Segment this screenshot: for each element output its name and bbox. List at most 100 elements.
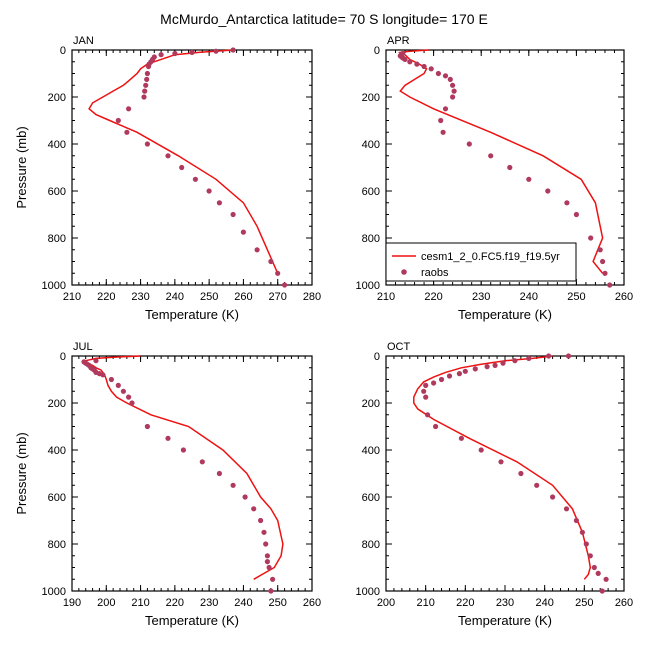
panel-oct: 200 210 220 230 240 250 260 0 200 400 600 800 1000 OC…: [356, 341, 634, 628]
y-tick-label: 1000: [42, 586, 66, 598]
raobs-point: [423, 382, 429, 388]
raobs-point: [213, 48, 219, 54]
x-tick-label: 200: [97, 597, 115, 609]
raobs-point: [599, 588, 605, 594]
model-profile-line: [84, 355, 284, 580]
panel-label: APR: [387, 35, 410, 47]
x-axis-title: Temperature (K): [145, 307, 239, 322]
raobs-point: [583, 541, 589, 547]
x-tick-label: 220: [424, 291, 442, 303]
raobs-point: [144, 76, 150, 82]
x-tick-label: 260: [234, 291, 252, 303]
raobs-point: [129, 400, 135, 406]
legend-obs-label: raobs: [421, 267, 449, 279]
raobs-point: [189, 49, 195, 56]
raobs-point: [230, 47, 236, 53]
raobs-point: [472, 366, 478, 372]
raobs-point: [498, 459, 504, 465]
y-tick-label: 600: [362, 492, 380, 504]
raobs-point: [447, 76, 453, 82]
raobs-point: [602, 270, 608, 276]
raobs-point: [192, 176, 198, 182]
panel-apr: 210 220 230 240 250 260 0 200 400 600 800 1000 APR Te…: [356, 35, 634, 322]
y-tick-label: 600: [48, 492, 66, 504]
raobs-point: [268, 588, 274, 594]
raobs-point: [423, 394, 429, 400]
raobs-point: [108, 376, 114, 383]
raobs-point: [462, 368, 468, 374]
raobs-point: [266, 564, 272, 571]
x-tick-label: 210: [63, 291, 81, 303]
raobs-point: [597, 247, 603, 253]
raobs-point: [466, 141, 472, 147]
x-tick-label: 240: [234, 597, 252, 609]
chart-title: McMurdo_Antarctica latitude= 70 S longit…: [160, 11, 488, 27]
raobs-point: [115, 382, 121, 388]
y-tick-label: 1000: [42, 280, 66, 292]
raobs-point: [435, 70, 441, 77]
raobs-point: [563, 506, 570, 512]
raobs-point: [433, 423, 439, 430]
raobs-point: [550, 494, 556, 500]
raobs-point: [600, 258, 606, 265]
raobs-point: [512, 358, 518, 364]
raobs-point: [143, 82, 149, 88]
y-tick-label: 200: [362, 398, 380, 410]
y-tick-label: 200: [48, 92, 66, 104]
y-tick-label: 200: [362, 92, 380, 104]
x-tick-label: 230: [496, 597, 514, 609]
raobs-point: [587, 553, 593, 559]
raobs-point: [518, 470, 524, 477]
raobs-point: [282, 282, 288, 288]
raobs-point: [142, 88, 148, 94]
raobs-point: [484, 364, 490, 370]
raobs-point: [421, 388, 427, 394]
x-tick-label: 260: [615, 291, 633, 303]
raobs-point: [451, 88, 457, 94]
raobs-point: [240, 229, 246, 235]
raobs-point: [115, 117, 121, 124]
panel-label: JUL: [73, 341, 93, 353]
raobs-point: [458, 435, 464, 441]
raobs-point: [603, 576, 609, 582]
raobs-point: [588, 235, 594, 241]
raobs-point: [263, 541, 269, 547]
y-tick-label: 400: [48, 445, 66, 457]
raobs-point: [258, 517, 264, 524]
raobs-point: [126, 106, 132, 112]
raobs-point: [268, 258, 274, 265]
x-axis-title: Temperature (K): [458, 613, 552, 628]
y-tick-label: 0: [60, 351, 66, 363]
raobs-point: [442, 73, 449, 79]
raobs-point: [199, 459, 205, 465]
raobs-point: [488, 153, 494, 159]
raobs-point: [450, 94, 456, 100]
x-tick-label: 250: [269, 597, 287, 609]
raobs-point: [172, 50, 178, 57]
raobs-point: [124, 129, 130, 135]
y-tick-label: 200: [48, 398, 66, 410]
raobs-point: [450, 82, 456, 88]
raobs-point: [230, 482, 236, 488]
x-tick-label: 280: [303, 291, 321, 303]
raobs-point: [456, 371, 462, 377]
raobs-point: [120, 388, 126, 394]
raobs-point: [507, 164, 513, 171]
raobs-point: [216, 200, 222, 206]
raobs-point: [158, 52, 164, 58]
raobs-point: [100, 372, 106, 378]
raobs-point: [573, 517, 580, 524]
y-axis-title: Pressure (mb): [14, 126, 29, 208]
y-tick-label: 400: [48, 139, 66, 151]
y-tick-label: 1000: [356, 280, 380, 292]
y-tick-label: 1000: [356, 586, 380, 598]
raobs-point: [438, 117, 444, 124]
raobs-point: [595, 570, 601, 577]
raobs-point: [141, 94, 147, 100]
x-tick-label: 230: [131, 291, 149, 303]
raobs-point: [431, 380, 437, 386]
raobs-point: [144, 141, 150, 147]
legend-model-label: cesm1_2_0.FC5.f19_f19.5yr: [421, 251, 560, 263]
raobs-point: [180, 447, 186, 453]
